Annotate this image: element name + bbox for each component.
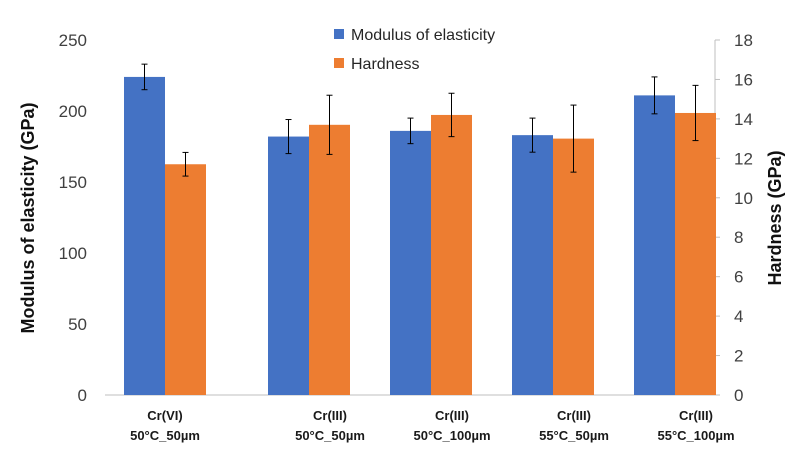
category-label: Cr(VI): [147, 408, 182, 423]
right-tick-label: 4: [734, 307, 743, 326]
left-axis-title: Modulus of elasticity (GPa): [18, 102, 38, 333]
right-tick-label: 16: [734, 70, 753, 89]
bar-modulus: [512, 135, 553, 395]
bar-hardness: [553, 138, 594, 395]
left-tick-label: 0: [78, 386, 87, 405]
right-tick-label: 14: [734, 110, 753, 129]
category-label: Cr(III): [557, 408, 591, 423]
category-label: 55°C_100µm: [657, 428, 734, 443]
legend-swatch-modulus: [334, 29, 344, 39]
right-tick-label: 18: [734, 31, 753, 50]
bar-modulus: [268, 136, 309, 395]
bar-modulus: [390, 130, 431, 395]
left-tick-label: 50: [68, 315, 87, 334]
left-tick-label: 250: [59, 31, 87, 50]
right-tick-label: 8: [734, 228, 743, 247]
category-label: 50°C_50µm: [295, 428, 365, 443]
bar-hardness: [309, 124, 350, 396]
bar-modulus: [634, 95, 675, 395]
left-axis-ticks: 0 50 100 150 200 250: [59, 31, 87, 405]
bar-hardness: [431, 114, 472, 395]
bar-modulus: [124, 76, 165, 396]
right-tick-label: 6: [734, 268, 743, 287]
category-label: Cr(III): [679, 408, 713, 423]
legend-label-modulus: Modulus of elasticity: [351, 27, 495, 44]
legend: Modulus of elasticity Hardness: [334, 27, 495, 73]
right-tick-label: 12: [734, 149, 753, 168]
left-tick-label: 100: [59, 244, 87, 263]
left-tick-label: 200: [59, 102, 87, 121]
bar-hardness: [165, 164, 206, 395]
error-bars: [141, 63, 699, 177]
right-axis-ticks: 0 2 4 6 8 10 12 14 16 18: [715, 31, 753, 405]
category-labels: Cr(VI) 50°C_50µm Cr(III) 50°C_50µm Cr(III) 50…: [130, 408, 734, 443]
bars: [124, 76, 716, 396]
right-tick-label: 0: [734, 386, 743, 405]
category-label: 50°C_100µm: [413, 428, 490, 443]
left-tick-label: 150: [59, 173, 87, 192]
category-label: Cr(III): [435, 408, 469, 423]
category-label: 50°C_50µm: [130, 428, 200, 443]
right-axis-title: Hardness (GPa): [765, 150, 785, 285]
bar-hardness: [675, 112, 716, 395]
category-label: 55°C_50µm: [539, 428, 609, 443]
legend-swatch-hardness: [334, 58, 344, 68]
right-tick-label: 10: [734, 189, 753, 208]
right-tick-label: 2: [734, 347, 743, 366]
category-label: Cr(III): [313, 408, 347, 423]
legend-label-hardness: Hardness: [351, 56, 419, 73]
